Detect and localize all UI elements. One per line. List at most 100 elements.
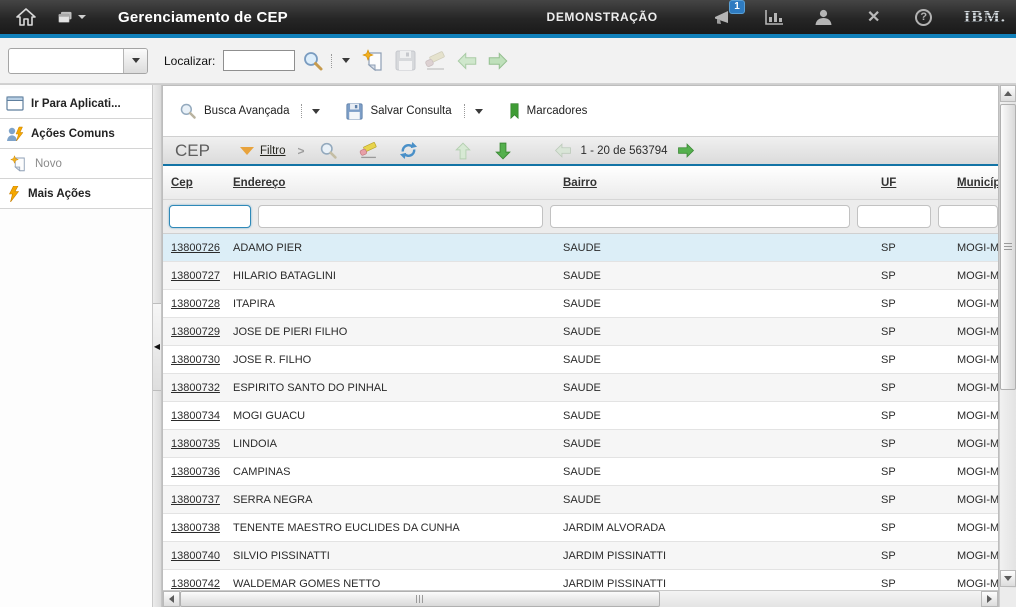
column-header-uf[interactable]: UF: [881, 177, 957, 189]
scroll-down-button[interactable]: [1000, 570, 1016, 587]
filter-link[interactable]: Filtro: [260, 145, 286, 157]
clear-filter-icon[interactable]: [357, 140, 381, 162]
cell-endereco: JOSE DE PIERI FILHO: [233, 326, 563, 338]
chevron-down-icon: [78, 15, 86, 19]
cep-link[interactable]: 13800742: [171, 578, 220, 590]
sidebar-splitter[interactable]: ◀: [153, 85, 162, 607]
combobox-dropdown-button[interactable]: [123, 49, 147, 73]
scroll-left-button[interactable]: [163, 591, 180, 607]
cep-link[interactable]: 13800738: [171, 522, 220, 534]
column-header-municipio[interactable]: Municíp: [957, 177, 998, 189]
previous-page-icon[interactable]: [553, 142, 573, 159]
home-icon[interactable]: [12, 4, 40, 30]
cell-uf: SP: [881, 522, 957, 534]
cell-municipio: MOGI-MI: [957, 242, 998, 254]
cep-link[interactable]: 13800740: [171, 550, 220, 562]
vertical-scrollbar-thumb[interactable]: [1000, 104, 1016, 390]
announcements-icon[interactable]: 1: [710, 4, 738, 30]
localizar-input[interactable]: [223, 50, 295, 71]
pagination: 1 - 20 de 563794: [553, 142, 696, 159]
table-row[interactable]: 13800736 CAMPINAS SAUDE SP MOGI-MI: [163, 458, 998, 486]
cep-link[interactable]: 13800728: [171, 298, 220, 310]
splitter-handle[interactable]: ◀: [153, 303, 161, 391]
cep-link[interactable]: 13800732: [171, 382, 220, 394]
sidebar-item-novo[interactable]: Novo: [0, 149, 152, 179]
filter-expand-icon[interactable]: >: [298, 144, 305, 158]
sidebar-item-ir-para-aplicativo[interactable]: Ir Para Aplicati...: [0, 89, 152, 119]
titlebar: Gerenciamento de CEP DEMONSTRAÇÃO 1: [0, 0, 1016, 38]
filter-input-bairro[interactable]: [550, 205, 850, 228]
cell-municipio: MOGI-MI: [957, 270, 998, 282]
save-query-button[interactable]: Salvar Consulta: [346, 103, 482, 120]
refresh-icon[interactable]: [397, 140, 421, 162]
table-row[interactable]: 13800742 WALDEMAR GOMES NETTO JARDIM PIS…: [163, 570, 998, 590]
close-icon[interactable]: ✕: [860, 4, 888, 30]
table-row[interactable]: 13800732 ESPIRITO SANTO DO PINHAL SAUDE …: [163, 374, 998, 402]
page-title: Gerenciamento de CEP: [118, 9, 288, 26]
move-down-icon[interactable]: [491, 140, 515, 162]
sidebar-item-acoes-comuns[interactable]: Ações Comuns: [0, 119, 152, 149]
cep-link[interactable]: 13800734: [171, 410, 220, 422]
help-icon[interactable]: ?: [910, 4, 938, 30]
filter-input-municipio[interactable]: [938, 205, 998, 228]
cell-municipio: MOGI-MI: [957, 438, 998, 450]
cep-link[interactable]: 13800737: [171, 494, 220, 506]
new-record-icon[interactable]: [361, 48, 387, 74]
sidebar-item-label: Ir Para Aplicati...: [31, 98, 121, 110]
cep-link[interactable]: 13800736: [171, 466, 220, 478]
reports-icon[interactable]: [760, 4, 788, 30]
column-header-endereco[interactable]: Endereço: [233, 177, 563, 189]
cell-uf: SP: [881, 326, 957, 338]
cell-uf: SP: [881, 494, 957, 506]
vertical-scrollbar[interactable]: [999, 85, 1016, 607]
scroll-right-button[interactable]: [981, 591, 998, 607]
main-panel: Busca Avançada Salvar Consulta: [162, 85, 999, 607]
save-icon[interactable]: [392, 48, 418, 74]
quick-insert-combobox[interactable]: [8, 48, 148, 74]
table-row[interactable]: 13800734 MOGI GUACU SAUDE SP MOGI-MI: [163, 402, 998, 430]
clear-changes-icon[interactable]: [423, 48, 449, 74]
column-header-bairro[interactable]: Bairro: [563, 177, 881, 189]
table-row[interactable]: 13800735 LINDOIA SAUDE SP MOGI-MI: [163, 430, 998, 458]
sidebar: Ir Para Aplicati... Ações Comuns Novo: [0, 85, 153, 607]
bookmarks-button[interactable]: Marcadores: [509, 103, 588, 119]
search-options-caret-icon[interactable]: [336, 48, 356, 74]
filter-input-uf[interactable]: [857, 205, 931, 228]
cell-municipio: MOGI-MI: [957, 550, 998, 562]
table-row[interactable]: 13800740 SILVIO PISSINATTI JARDIM PISSIN…: [163, 542, 998, 570]
sidebar-item-mais-acoes[interactable]: Mais Ações: [0, 179, 152, 209]
table-row[interactable]: 13800727 HILARIO BATAGLINI SAUDE SP MOGI…: [163, 262, 998, 290]
table-row[interactable]: 13800737 SERRA NEGRA SAUDE SP MOGI-MI: [163, 486, 998, 514]
next-page-icon[interactable]: [676, 142, 696, 159]
previous-record-icon[interactable]: [454, 48, 480, 74]
cell-bairro: SAUDE: [563, 242, 881, 254]
go-to-applications-icon[interactable]: [58, 4, 86, 30]
cep-link[interactable]: 13800726: [171, 242, 220, 254]
column-header-cep[interactable]: Cep: [171, 177, 233, 189]
cep-link[interactable]: 13800730: [171, 354, 220, 366]
next-record-icon[interactable]: [485, 48, 511, 74]
table-row[interactable]: 13800730 JOSE R. FILHO SAUDE SP MOGI-MI: [163, 346, 998, 374]
table-row[interactable]: 13800726 ADAMO PIER SAUDE SP MOGI-MI: [163, 234, 998, 262]
horizontal-scrollbar[interactable]: [163, 590, 998, 607]
search-icon[interactable]: [317, 140, 341, 162]
filter-input-cep[interactable]: [169, 205, 251, 228]
cep-link[interactable]: 13800727: [171, 270, 220, 282]
filter-input-endereco[interactable]: [258, 205, 543, 228]
table-row[interactable]: 13800729 JOSE DE PIERI FILHO SAUDE SP MO…: [163, 318, 998, 346]
cep-link[interactable]: 13800729: [171, 326, 220, 338]
horizontal-scrollbar-track[interactable]: [660, 591, 981, 607]
chevron-down-icon: [312, 109, 320, 114]
sidebar-item-label: Ações Comuns: [31, 128, 115, 140]
search-icon[interactable]: [300, 48, 326, 74]
table-row[interactable]: 13800728 ITAPIRA SAUDE SP MOGI-MI: [163, 290, 998, 318]
cell-uf: SP: [881, 410, 957, 422]
profile-icon[interactable]: [810, 4, 838, 30]
cep-link[interactable]: 13800735: [171, 438, 220, 450]
horizontal-scrollbar-thumb[interactable]: [180, 591, 660, 607]
move-up-icon[interactable]: [451, 140, 475, 162]
table-row[interactable]: 13800738 TENENTE MAESTRO EUCLIDES DA CUN…: [163, 514, 998, 542]
advanced-search-button[interactable]: Busca Avançada: [179, 102, 320, 120]
filter-toggle[interactable]: Filtro: [240, 145, 286, 157]
scroll-up-button[interactable]: [1000, 85, 1016, 102]
